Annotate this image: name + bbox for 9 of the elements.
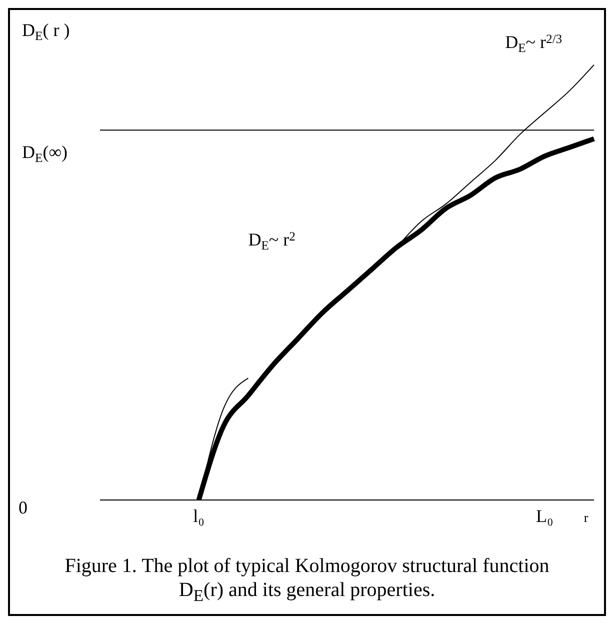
ref-line-label: D$_{E}$(∞) <box>22 142 68 165</box>
x-axis-title: r <box>584 510 589 525</box>
x-tick-label: L₀ <box>536 506 554 526</box>
text: 0 <box>18 497 28 518</box>
x-tick-label: l₀ <box>193 506 204 526</box>
y-axis-title: D$_{E}$( r ) <box>22 20 70 43</box>
annotation: D$_{E}$~ r$^{2}$ <box>248 229 296 252</box>
text: D$_{E}$~ r$^{2/3}$ <box>505 32 562 55</box>
caption: Figure 1. The plot of typical Kolmogorov structural function D$_{E}$(r) and its general properties. <box>64 554 550 607</box>
